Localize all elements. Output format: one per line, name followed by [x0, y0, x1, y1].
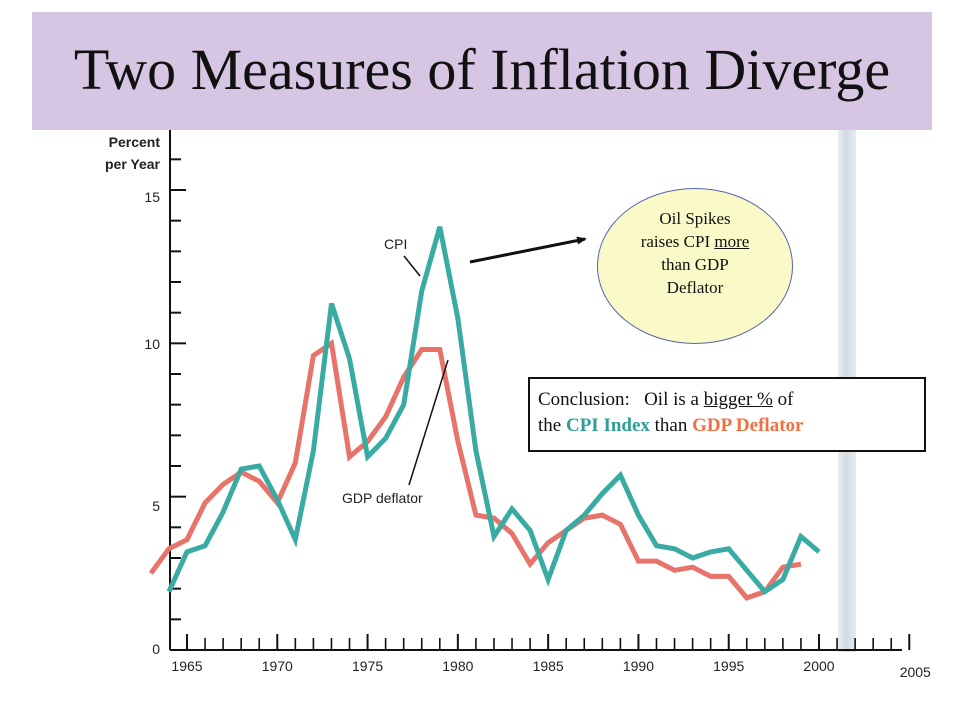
- gdp-deflator-line: [148, 339, 802, 601]
- y-tick-label: 0: [152, 641, 160, 657]
- conclusion-box: Conclusion: Oil is a bigger % of the CPI…: [528, 377, 926, 452]
- cpi-label-pointer: [403, 255, 421, 277]
- callout-line-3: than GDP: [661, 255, 729, 274]
- cpi-series-label: CPI: [384, 236, 408, 252]
- conclusion-bigger-percent: bigger %: [703, 389, 773, 410]
- y-tick-label: 5: [152, 497, 160, 514]
- callout-line-4: Deflator: [666, 278, 724, 297]
- cpi-line: [166, 226, 821, 596]
- conclusion-gdp-deflator: GDP Deflator: [692, 415, 804, 436]
- x-tick-label: 1985: [532, 658, 564, 674]
- callout-line-1: Oil Spikes: [659, 209, 731, 228]
- x-tick-label: 2005: [899, 664, 931, 680]
- conclusion-line-2-middle: than: [649, 415, 693, 436]
- x-tick-label: 1995: [713, 658, 745, 674]
- chart-axes: [169, 130, 911, 651]
- conclusion-cpi-index: CPI Index: [565, 415, 650, 436]
- x-tick-label: 1980: [442, 658, 474, 674]
- x-tick-label: 1990: [622, 658, 654, 674]
- y-axis-label-line2: per Year: [104, 156, 160, 172]
- conclusion-line-1-prefix: Conclusion: Oil is a: [538, 389, 704, 410]
- oil-spikes-callout: [597, 188, 793, 344]
- x-tick-label: 1975: [351, 658, 384, 674]
- chart-series: [148, 226, 821, 601]
- gdp-deflator-series-label: GDP deflator: [342, 490, 423, 506]
- y-tick-label: 10: [144, 336, 160, 353]
- x-tick-label: 2000: [803, 658, 835, 674]
- conclusion-line-2-prefix: the: [538, 415, 566, 436]
- conclusion-line-2: the CPI Index than GDP Deflator: [538, 413, 916, 439]
- oil-spikes-callout-text: Oil Spikes raises CPI more than GDP Defl…: [597, 207, 793, 299]
- oil-spike-arrow: [469, 236, 587, 264]
- gdp-deflator-label-pointer: [408, 359, 449, 486]
- y-tick-label: 15: [144, 189, 160, 205]
- chart-annotations: [403, 236, 587, 486]
- conclusion-line-1-suffix: of: [772, 389, 794, 410]
- callout-line-2: raises CPI more: [597, 230, 793, 253]
- y-axis-label-line1: Percent: [108, 134, 160, 150]
- x-tick-label: 1965: [171, 658, 203, 674]
- conclusion-line-1: Conclusion: Oil is a bigger % of: [538, 387, 916, 413]
- slide-title: Two Measures of Inflation Diverge: [73, 37, 891, 102]
- title-band: [32, 12, 932, 130]
- callout-line-2-emphasis: more: [714, 232, 750, 251]
- callout-line-2-text: raises CPI: [640, 232, 715, 251]
- x-tick-label: 1970: [261, 658, 293, 674]
